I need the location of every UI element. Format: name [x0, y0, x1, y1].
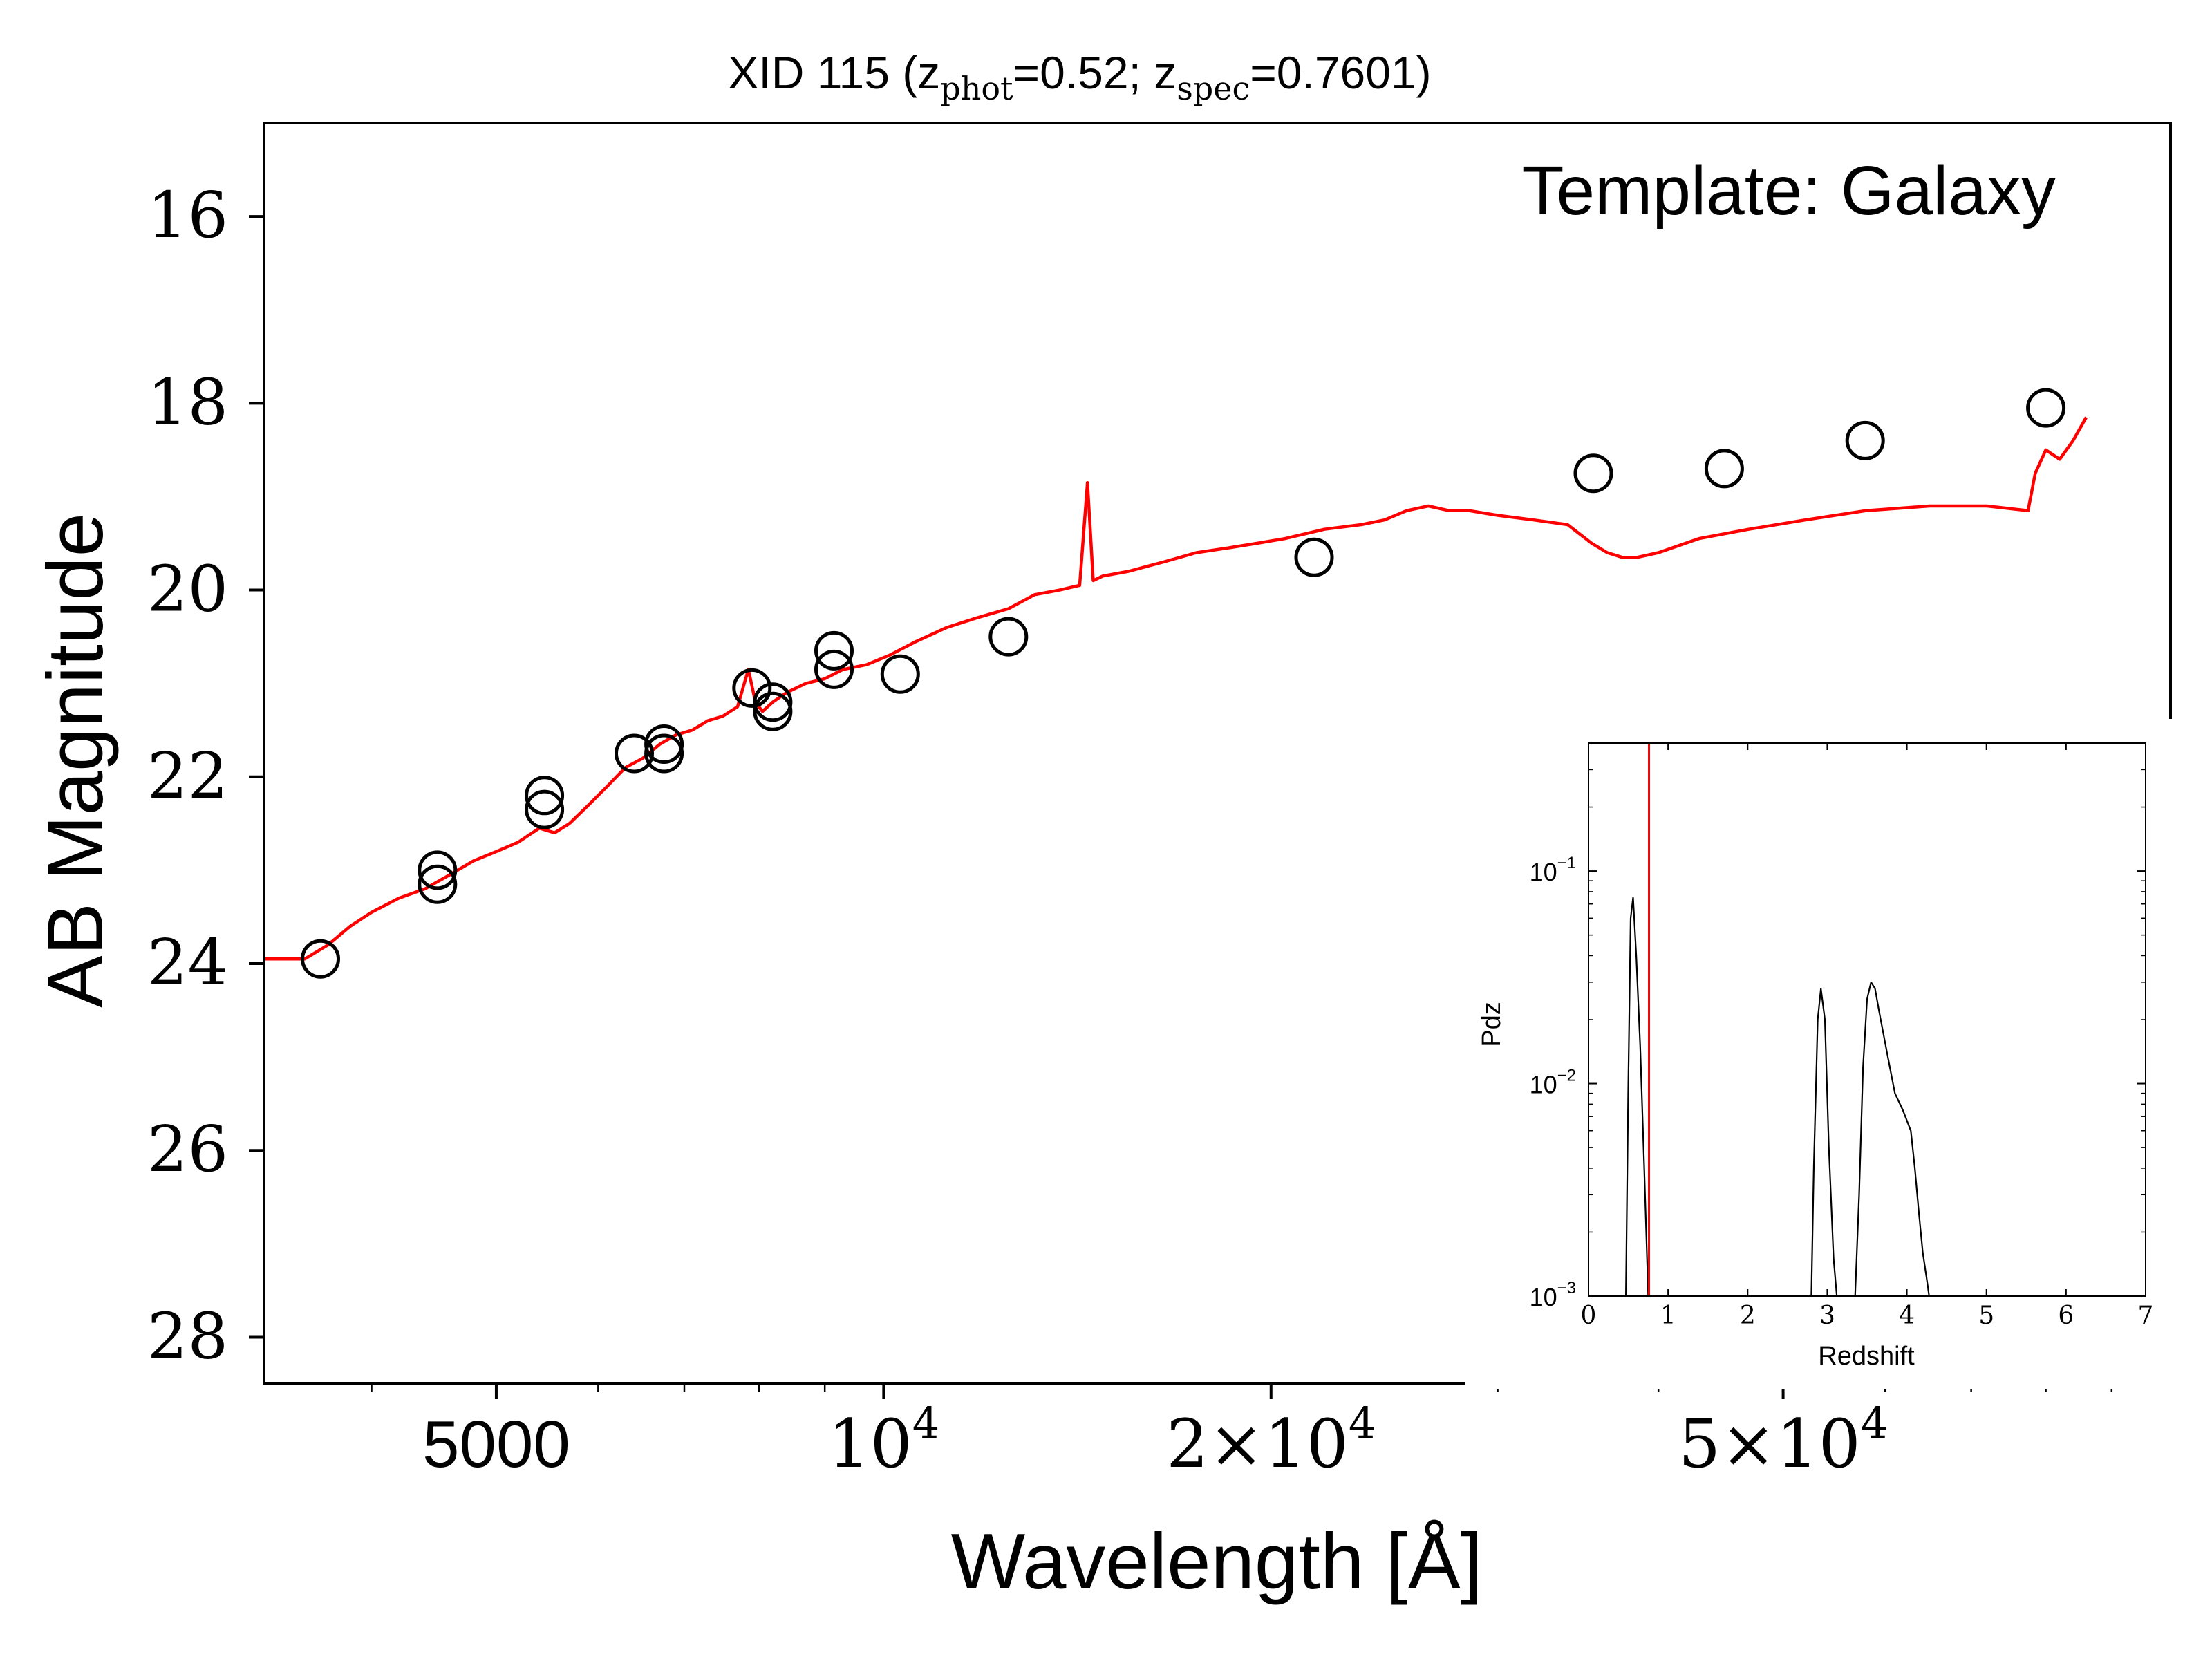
inset-x-axis-label: Redshift: [1818, 1342, 1915, 1371]
observed-photometry-point: [880, 654, 920, 694]
y-tick-label: 22: [147, 739, 228, 813]
observed-photometry-point: [418, 850, 458, 890]
observed-photometry-point: [1845, 420, 1885, 460]
observed-photometry-point: [644, 724, 684, 764]
y-tick-label: 16: [147, 178, 228, 252]
y-tick-label: 28: [147, 1299, 228, 1373]
observed-photometry-point: [988, 617, 1029, 657]
y-tick-label: 26: [147, 1112, 228, 1186]
inset-x-tick-label: 6: [2058, 1302, 2074, 1330]
observed-photometry-point: [1294, 537, 1334, 577]
model-sed-line: [264, 416, 2088, 961]
x-axis-ticks: 5000 104 2×104 5×104: [371, 1384, 2113, 1483]
pdz-lines-layer: [1625, 743, 1930, 1296]
observed-photometry-point: [1573, 453, 1613, 494]
x-tick-label: 5×104: [1678, 1398, 1888, 1483]
observed-photometry-point: [301, 939, 340, 979]
inset-x-tick-label: 1: [1660, 1302, 1676, 1330]
inset-x-tick-label: 3: [1819, 1302, 1835, 1330]
inset-x-tick-label: 5: [1978, 1302, 1994, 1330]
x-tick-label: 5000: [422, 1407, 570, 1481]
y-axis-ticks: 16 18 20 22 24 26 28: [147, 178, 264, 1373]
inset-x-tick-label: 7: [2138, 1302, 2154, 1330]
pdz-curve: [1810, 981, 1930, 1296]
observed-photometry-point: [644, 733, 684, 774]
y-axis-label: AB Magnitude: [32, 513, 120, 1008]
observed-photometry-point: [1704, 449, 1744, 489]
observed-photometry-point: [615, 733, 654, 774]
inset-y-tick-label: 10−1: [1530, 854, 1576, 886]
inset-x-axis-ticks: 0 1 2 3 4 5 6 7: [1581, 743, 2154, 1330]
x-axis-label: Wavelength [Å]: [951, 1518, 1483, 1606]
observed-photometry-point: [2026, 388, 2066, 428]
observed-photometry-point: [753, 691, 793, 731]
inset-x-tick-label: 0: [1581, 1302, 1597, 1330]
observed-photometry-point: [525, 789, 565, 830]
inset-y-tick-label: 10−2: [1530, 1067, 1576, 1099]
inset-y-tick-label: 10−3: [1530, 1279, 1576, 1311]
observed-photometry-point: [418, 864, 458, 904]
inset-y-axis-ticks: 10−1 10−2 10−3: [1530, 769, 2146, 1311]
x-tick-label: 104: [828, 1398, 940, 1483]
y-tick-label: 18: [147, 365, 228, 439]
observed-photometry-point: [525, 776, 565, 816]
template-annotation: Template: Galaxy: [1521, 152, 2056, 229]
inset-x-tick-label: 4: [1899, 1302, 1915, 1330]
observed-photometry-point: [732, 668, 772, 708]
pdz-inset: 0 1 2 3 4 5 6 7 10−1 10−2 10−3 Redshift Pdz: [1465, 719, 2212, 1389]
x-tick-label: 2×104: [1166, 1398, 1376, 1483]
observed-points-layer: [301, 388, 2066, 979]
chart-title: XID 115 (zphot=0.52; zspec=0.7601): [728, 47, 1431, 107]
pdz-curve: [1625, 897, 1649, 1296]
model-layer: [264, 416, 2088, 961]
observed-photometry-point: [814, 649, 854, 689]
inset-background: [1465, 719, 2212, 1389]
observed-photometry-point: [753, 682, 793, 722]
y-tick-label: 24: [147, 926, 228, 1000]
inset-y-axis-label: Pdz: [1477, 1002, 1506, 1047]
observed-photometry-point: [814, 630, 854, 671]
y-tick-label: 20: [147, 552, 228, 626]
inset-x-tick-label: 2: [1740, 1302, 1756, 1330]
